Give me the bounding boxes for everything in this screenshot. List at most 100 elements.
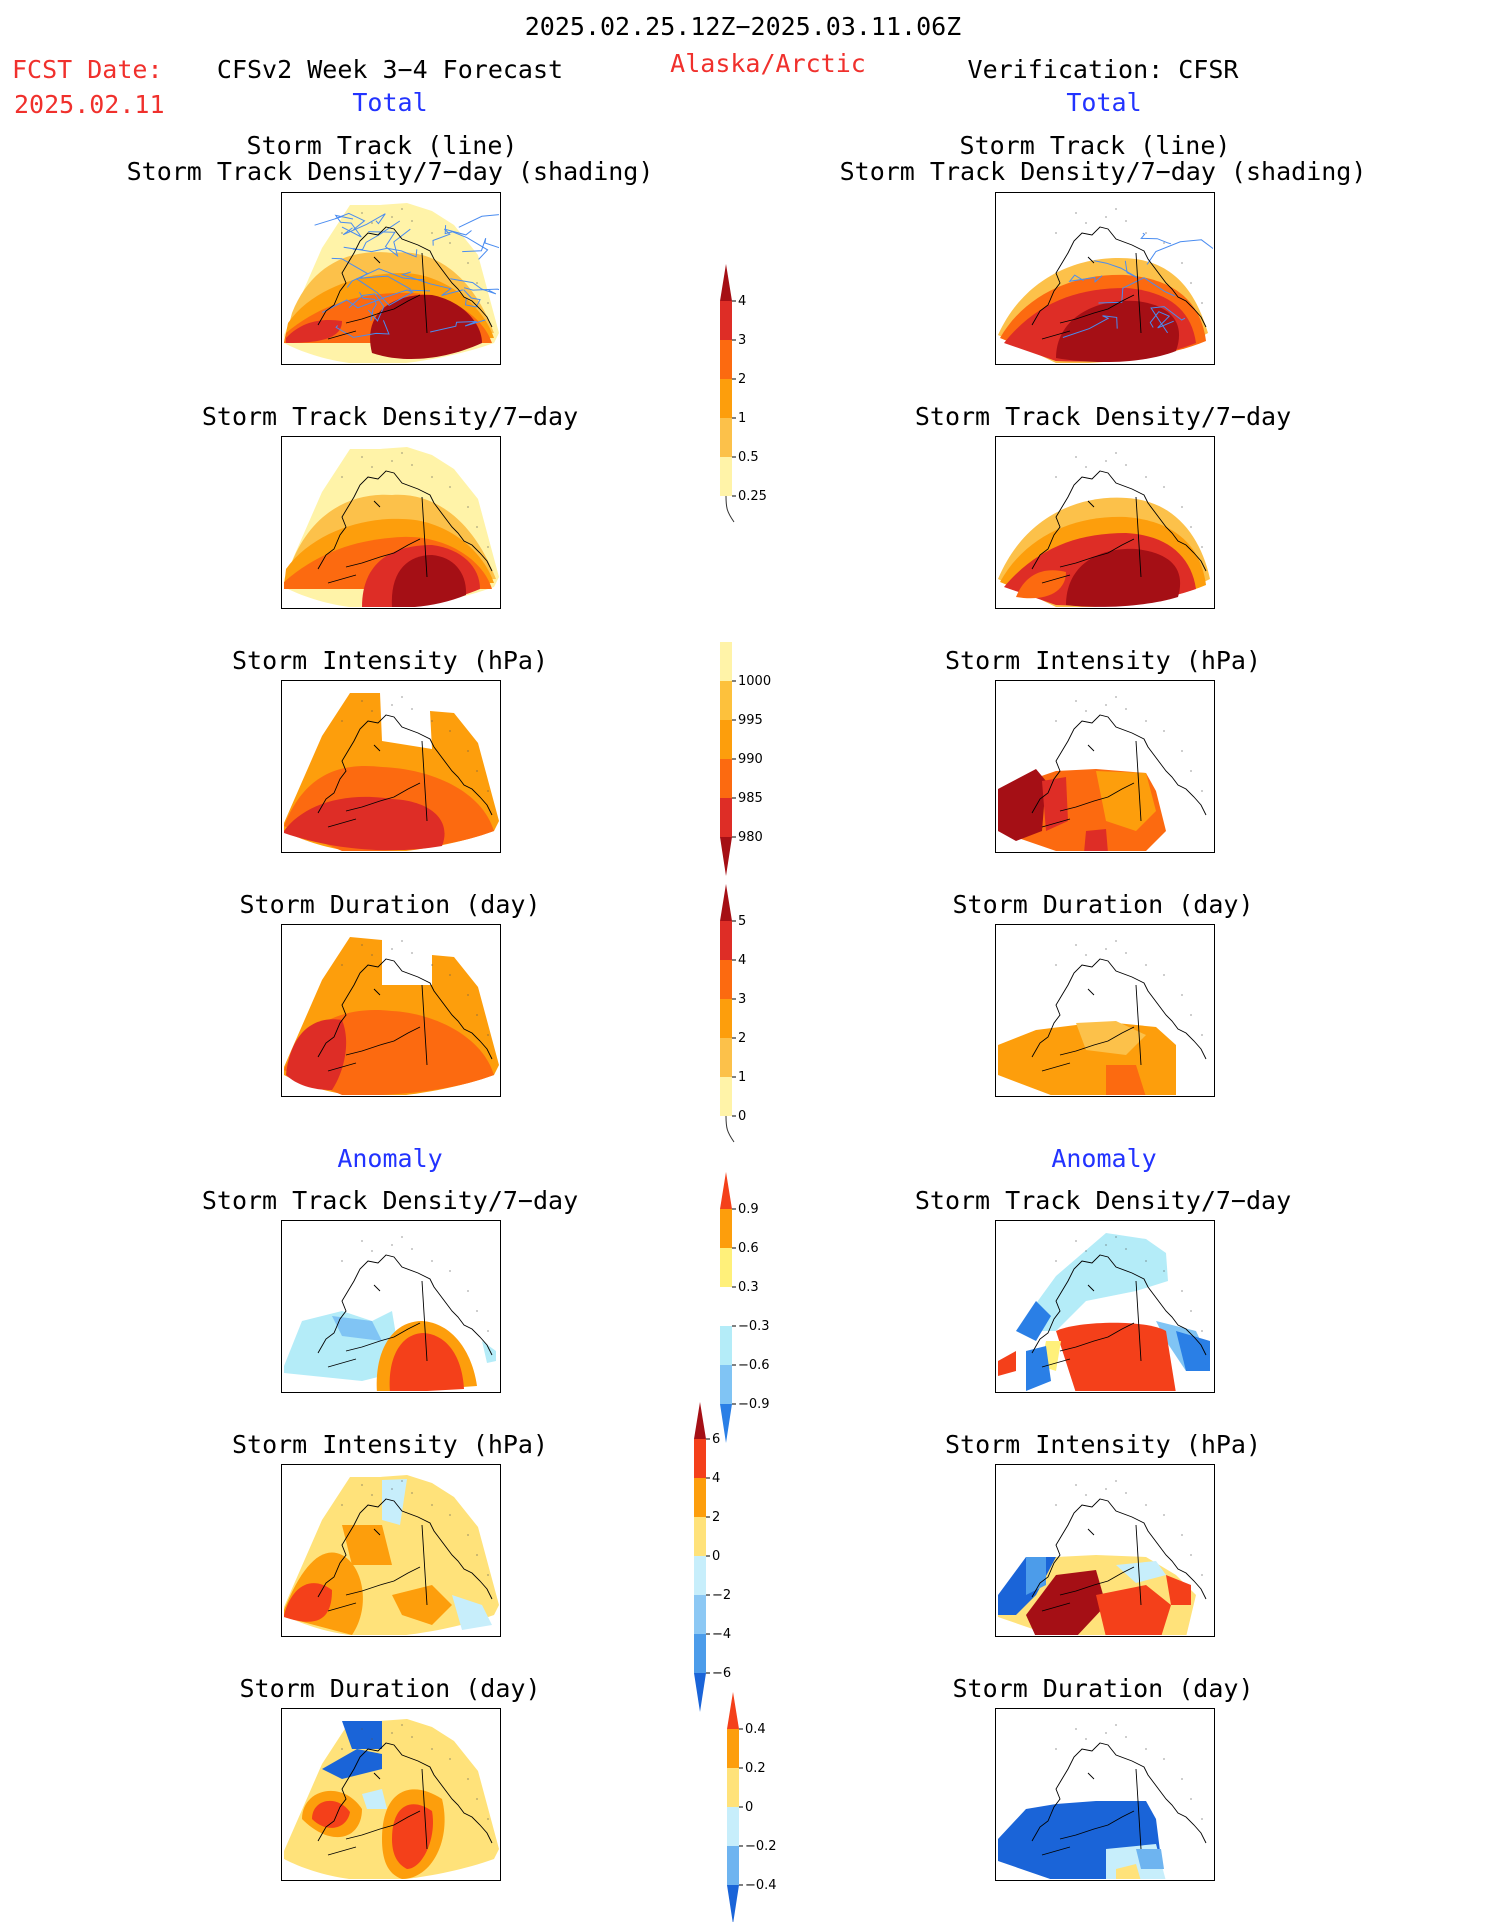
grid-dot xyxy=(1055,1260,1057,1262)
grid-dot xyxy=(467,994,469,996)
colorbar-segment xyxy=(720,642,732,681)
grid-dot xyxy=(341,232,343,234)
grid-dot xyxy=(487,1034,489,1036)
colorbar-arrow-top xyxy=(727,1692,739,1729)
map-shading xyxy=(392,1585,452,1625)
map-shading xyxy=(482,1341,496,1363)
grid-dot xyxy=(411,1492,413,1494)
grid-dot xyxy=(1145,1748,1147,1750)
storm-track-line xyxy=(1094,260,1139,279)
grid-dot xyxy=(1075,944,1077,946)
colorbar-tick-label: 0.3 xyxy=(738,1280,759,1295)
grid-dot xyxy=(1115,940,1117,942)
title-intensity-right: Storm Intensity (hPa) xyxy=(944,646,1262,675)
grid-dot xyxy=(1145,1260,1147,1262)
grid-dot xyxy=(487,1330,489,1332)
coastline xyxy=(1031,1742,1207,1856)
map-duration-verif xyxy=(995,924,1215,1097)
map-shading xyxy=(362,1789,387,1809)
map-shading xyxy=(1026,1346,1051,1391)
map-track-verif xyxy=(995,192,1215,365)
colorbar-tick-label: 0 xyxy=(745,1800,753,1815)
storm-track-line xyxy=(343,246,418,258)
map-shading xyxy=(1042,777,1068,831)
grid-dot xyxy=(467,1534,469,1536)
colorbar-tick-label: −6 xyxy=(712,1666,731,1681)
title-duration-anom-left: Storm Duration (day) xyxy=(239,1674,541,1703)
grid-dot xyxy=(1181,506,1183,508)
grid-dot xyxy=(1190,1798,1192,1800)
grid-dot xyxy=(1163,730,1165,732)
grid-dot xyxy=(1105,1488,1107,1490)
title-track-line-right: Storm Track (line) xyxy=(959,131,1231,160)
map-density-forecast xyxy=(281,436,501,609)
colorbar-tick-label: 1000 xyxy=(738,674,771,689)
colorbar-segment xyxy=(720,1287,732,1326)
title-density-right: Storm Track Density/7−day xyxy=(914,402,1292,431)
grid-dot xyxy=(401,1724,403,1726)
coastline xyxy=(317,958,493,1072)
grid-dot xyxy=(371,954,373,956)
map-intensity-forecast xyxy=(281,680,501,853)
grid-dot xyxy=(431,232,433,234)
grid-dot xyxy=(1163,1514,1165,1516)
colorbar-tick-label: 0.2 xyxy=(745,1761,766,1776)
colorbar-arrow-bottom xyxy=(727,1885,739,1922)
colorbar-arrow-bottom xyxy=(720,1404,732,1443)
grid-dot xyxy=(487,1818,489,1820)
grid-dot xyxy=(361,1240,363,1242)
map-shading xyxy=(1056,1322,1176,1391)
grid-dot xyxy=(411,708,413,710)
coastline xyxy=(317,470,493,584)
colorbar-tick-label: 1 xyxy=(738,1070,746,1085)
fcst-date-value: 2025.02.11 xyxy=(14,90,165,119)
map-shading xyxy=(1166,1575,1191,1605)
grid-dot xyxy=(1145,232,1147,234)
storm-track-line xyxy=(400,271,463,296)
grid-dot xyxy=(1075,1240,1077,1242)
title-density-left: Storm Track Density/7−day xyxy=(201,402,579,431)
colorbar-segment xyxy=(720,418,732,457)
colorbar-tick-label: 4 xyxy=(712,1471,720,1486)
period-title: 2025.02.25.12Z−2025.03.11.06Z xyxy=(524,12,962,41)
colorbar-tick-label: 985 xyxy=(738,791,763,806)
storm-track-line xyxy=(368,228,411,258)
grid-dot xyxy=(341,1504,343,1506)
grid-dot xyxy=(1055,720,1057,722)
map-shading xyxy=(1136,1849,1164,1869)
colorbar-tick-label: 4 xyxy=(738,953,746,968)
colorbar-segment xyxy=(720,1209,732,1248)
colorbar-density-anom: 0.9 0.6 0.3 −0.3 −0.6 −0.9 xyxy=(720,1172,770,1443)
fcst-date-label: FCST Date: xyxy=(12,55,163,84)
grid-dot xyxy=(411,1736,413,1738)
grid-dot xyxy=(1190,1310,1192,1312)
colorbar-segment xyxy=(727,1846,739,1885)
storm-track-line xyxy=(1146,239,1213,265)
colorbar-tick-label: −0.2 xyxy=(745,1839,777,1854)
map-shading xyxy=(284,796,445,851)
grid-dot xyxy=(487,302,489,304)
colorbar-tick-label: 0.6 xyxy=(738,1241,759,1256)
map-density-anom-forecast xyxy=(281,1220,501,1393)
colorbar-segment xyxy=(727,1729,739,1768)
grid-dot xyxy=(391,460,393,462)
grid-dot xyxy=(476,282,478,284)
grid-dot xyxy=(1085,954,1087,956)
grid-dot xyxy=(391,1732,393,1734)
map-shading xyxy=(1056,300,1180,363)
grid-dot xyxy=(476,1014,478,1016)
colorbar-arrow-top xyxy=(720,884,732,921)
grid-dot xyxy=(467,506,469,508)
grid-dot xyxy=(449,974,451,976)
colorbar-tick-label: 3 xyxy=(738,333,746,348)
grid-dot xyxy=(1181,1290,1183,1292)
map-shading xyxy=(322,1749,382,1779)
map-shading xyxy=(1116,1864,1141,1879)
colorbar-tick-label: −4 xyxy=(712,1627,731,1642)
colorbar-duration-anom: 0.4 0.2 0 −0.2 −0.4 xyxy=(727,1692,777,1922)
colorbar-tick-label: 0.25 xyxy=(738,489,767,504)
grid-dot xyxy=(1181,750,1183,752)
grid-dot xyxy=(1105,216,1107,218)
grid-dot xyxy=(401,1480,403,1482)
storm-track-line xyxy=(348,293,385,322)
